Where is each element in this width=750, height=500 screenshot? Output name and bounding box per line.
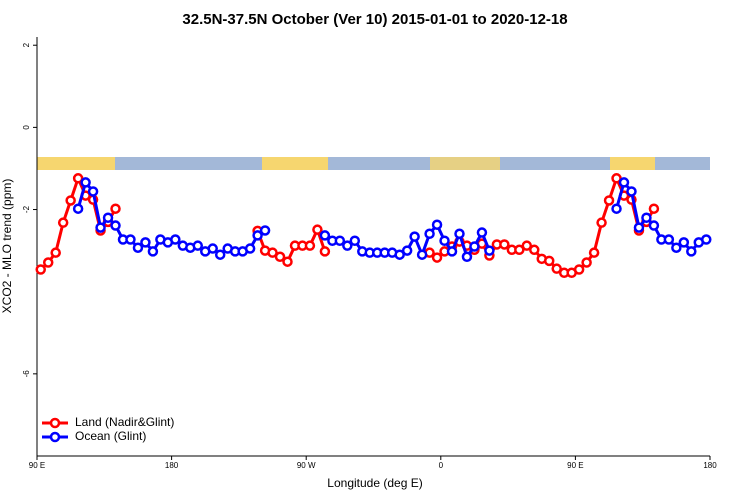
point (611, 203, 622, 214)
y-axis-label: XCO2 - MLO trend (ppm) (0, 179, 14, 314)
point (686, 246, 697, 257)
y-tick-label: -2 (22, 205, 31, 213)
point (147, 246, 159, 257)
point (551, 263, 562, 274)
point (57, 217, 69, 228)
point (214, 249, 226, 260)
point (701, 234, 712, 245)
point (319, 246, 331, 257)
point (469, 241, 480, 252)
legend-label: Ocean (Glint) (75, 429, 146, 443)
legend-label: Land (Nadir&Glint) (75, 415, 174, 429)
point (671, 242, 682, 253)
point (596, 217, 607, 228)
point (110, 203, 121, 214)
point (87, 186, 99, 197)
legend-marker (49, 417, 61, 429)
point (641, 212, 652, 223)
point (244, 243, 256, 254)
point (259, 225, 271, 236)
point (207, 243, 218, 254)
point (461, 251, 473, 263)
chart-title: 32.5N-37.5N October (Ver 10) 2015-01-01 … (182, 11, 567, 28)
point (50, 247, 61, 258)
x-tick-label: 90 E (29, 461, 45, 470)
point (633, 222, 645, 233)
point (312, 224, 323, 235)
point (252, 230, 263, 241)
point (648, 220, 660, 231)
x-tick-label: 0 (439, 461, 444, 470)
point (102, 212, 114, 223)
point (416, 249, 428, 260)
legend-marker (49, 431, 61, 443)
point (349, 235, 361, 246)
point (611, 173, 622, 184)
point (499, 239, 510, 250)
point (588, 247, 600, 258)
point (125, 234, 136, 245)
x-tick-label: 180 (165, 461, 179, 470)
x-tick-label: 180 (703, 461, 717, 470)
point (35, 264, 46, 275)
point (132, 242, 144, 253)
x-tick-label: 90 E (567, 461, 583, 470)
point (334, 235, 346, 246)
point (170, 234, 181, 245)
point (431, 252, 443, 263)
point (603, 195, 615, 206)
point (72, 203, 84, 214)
point (65, 195, 76, 206)
point (110, 220, 121, 231)
point (663, 234, 675, 245)
land-ocean-strip (37, 157, 710, 170)
point (394, 249, 405, 260)
point (431, 219, 443, 230)
point (80, 177, 91, 188)
point (529, 244, 540, 256)
y-tick-label: 2 (22, 42, 31, 47)
point (543, 255, 555, 267)
point (618, 177, 630, 188)
x-axis-label: Longitude (deg E) (327, 476, 422, 490)
point (409, 231, 420, 242)
point (319, 230, 331, 241)
point (401, 245, 413, 256)
point (72, 173, 84, 184)
point (282, 256, 293, 267)
point (476, 227, 488, 238)
legend: Land (Nadir&Glint)Ocean (Glint) (42, 415, 174, 443)
point (573, 264, 585, 275)
point (626, 186, 637, 197)
x-tick-label: 90 W (297, 461, 316, 470)
point (521, 240, 533, 251)
point (192, 240, 204, 251)
point (267, 247, 278, 258)
point (678, 237, 690, 248)
point (42, 257, 54, 268)
point (446, 246, 458, 257)
point (274, 251, 286, 263)
point (581, 257, 592, 268)
y-tick-label: -6 (22, 370, 31, 378)
point (439, 235, 450, 246)
point (514, 244, 525, 256)
point (454, 228, 465, 240)
point (342, 240, 353, 251)
point (424, 228, 435, 240)
point (304, 240, 316, 251)
point (95, 222, 106, 233)
y-tick-label: 0 (22, 125, 31, 130)
point (484, 245, 495, 256)
point (140, 237, 151, 248)
point (648, 203, 660, 214)
